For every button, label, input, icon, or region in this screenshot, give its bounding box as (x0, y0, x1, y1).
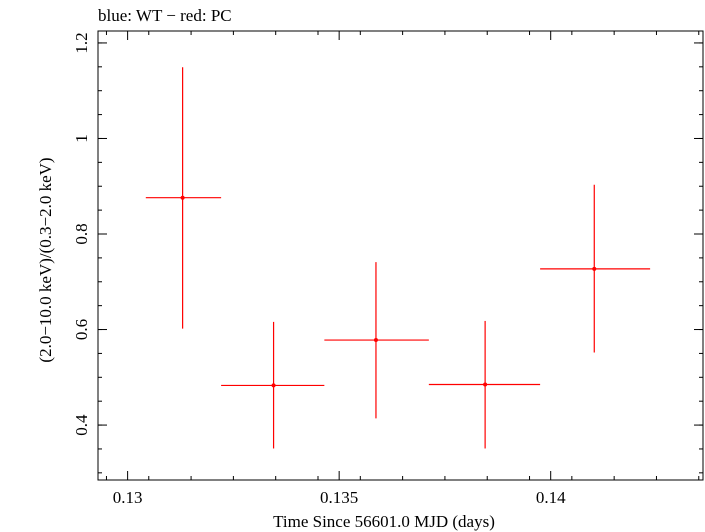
point-marker (180, 195, 185, 200)
y-axis-ticks: 0.4 0.6 0.8 1 1.2 (72, 32, 703, 474)
y-tick-label: 0.4 (72, 414, 91, 436)
point-marker (373, 338, 378, 343)
point-marker (271, 383, 276, 388)
y-tick-label: 0.8 (72, 223, 91, 244)
data-point (145, 67, 222, 329)
x-axis-ticks: 0.13 0.135 0.14 (105, 31, 700, 507)
x-axis-label: Time Since 56601.0 MJD (days) (273, 512, 495, 531)
x-tick-label: 0.135 (320, 488, 358, 507)
chart-title: blue: WT − red: PC (98, 6, 232, 25)
data-layer (145, 67, 651, 449)
y-tick-label: 1.2 (72, 32, 91, 53)
x-tick-label: 0.14 (536, 488, 566, 507)
data-point (324, 262, 429, 419)
data-point (540, 184, 651, 353)
data-point (221, 321, 325, 449)
point-marker (592, 266, 597, 271)
x-tick-label: 0.13 (113, 488, 143, 507)
y-axis-label: (2.0−10.0 keV)/(0.3−2.0 keV) (36, 157, 55, 362)
point-marker (483, 382, 488, 387)
data-point (428, 320, 541, 449)
y-tick-label: 0.6 (72, 319, 91, 340)
y-tick-label: 1 (72, 134, 91, 143)
plot-frame (97, 30, 704, 481)
